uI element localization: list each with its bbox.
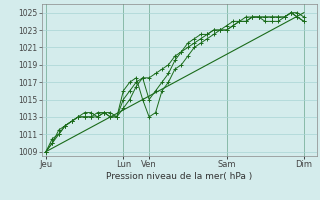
X-axis label: Pression niveau de la mer( hPa ): Pression niveau de la mer( hPa ) [106, 172, 252, 181]
